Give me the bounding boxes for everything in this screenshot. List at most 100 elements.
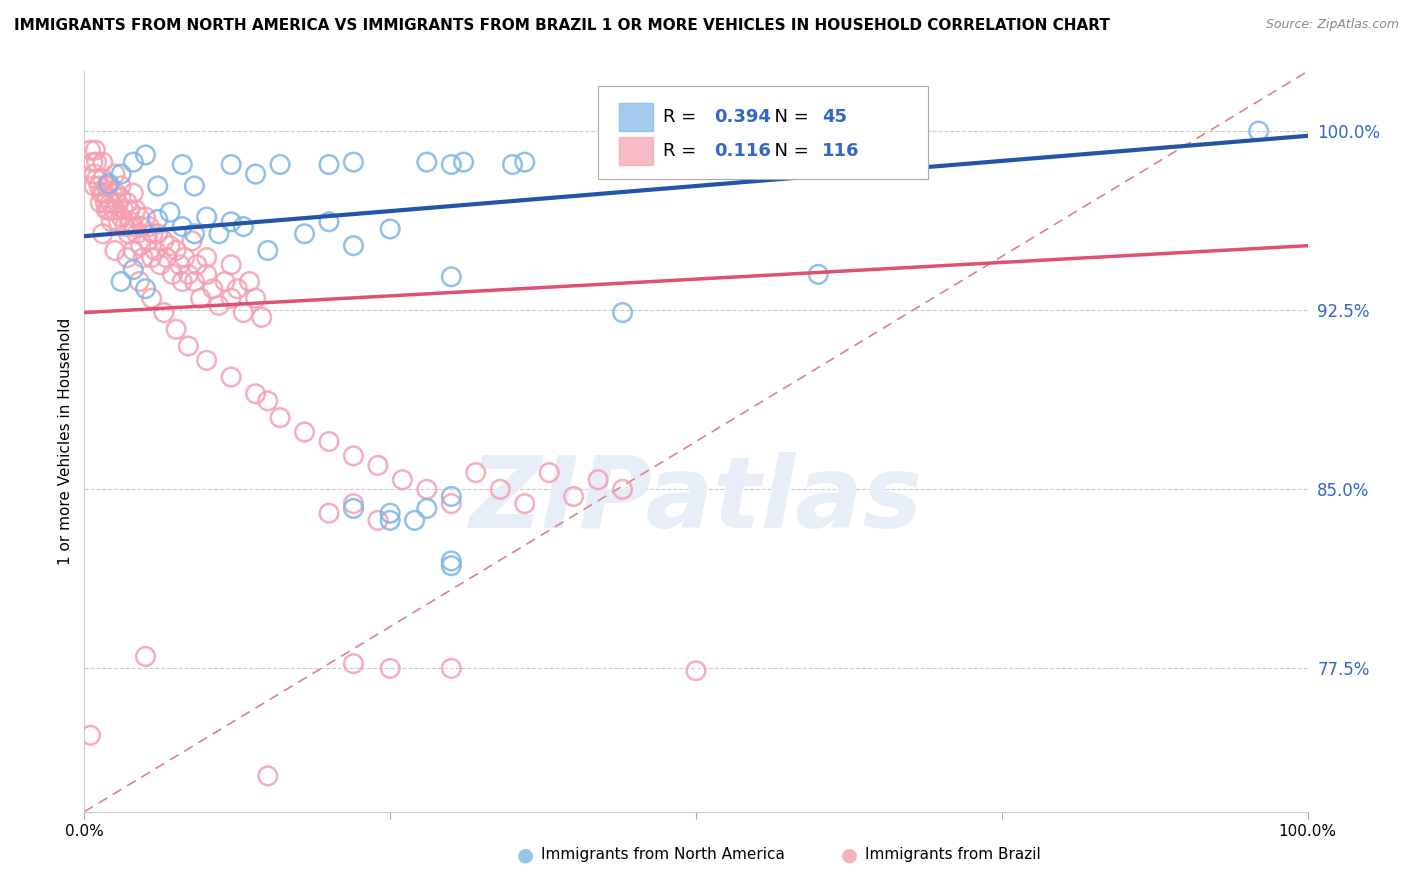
Point [208,227,231,241]
Point [83,167,105,181]
Point [416,155,439,169]
Text: 45: 45 [823,108,846,126]
Point [128,210,150,224]
Text: ●: ● [517,845,534,864]
Point [118,202,141,217]
Point [294,425,316,439]
Point [122,262,145,277]
Point [440,554,463,568]
Point [122,186,145,201]
Point [122,244,145,258]
Point [169,258,191,272]
Point [146,179,169,194]
Point [612,483,634,497]
Point [416,501,439,516]
Point [489,483,512,497]
Point [112,202,135,217]
Point [117,227,139,241]
Point [177,268,200,282]
Point [226,282,249,296]
Point [586,473,609,487]
Point [380,513,402,527]
Point [219,370,242,384]
Point [146,227,169,241]
Text: 116: 116 [823,142,859,161]
Text: N =: N = [763,142,814,161]
Point [342,449,364,463]
Point [86,171,108,186]
Point [125,227,148,241]
Point [143,244,166,258]
Point [172,157,194,171]
Point [110,275,132,289]
Point [181,234,204,248]
Point [122,219,145,234]
Point [91,155,114,169]
Point [115,251,138,265]
Point [367,458,389,473]
Text: N =: N = [763,108,814,126]
Point [245,386,267,401]
Point [190,291,212,305]
Point [538,466,561,480]
Point [105,186,128,201]
Point [342,155,364,169]
Point [132,251,155,265]
Text: R =: R = [664,108,702,126]
Text: Source: ZipAtlas.com: Source: ZipAtlas.com [1265,18,1399,31]
Point [141,251,163,265]
FancyBboxPatch shape [598,87,928,178]
Point [1247,124,1270,138]
Point [318,215,340,229]
Point [183,275,205,289]
Bar [619,103,654,131]
Point [159,238,181,252]
Point [391,473,413,487]
Point [165,244,187,258]
Text: 0.116: 0.116 [714,142,772,161]
Point [97,177,120,191]
Point [104,167,127,181]
Point [94,195,117,210]
Point [79,728,101,742]
Point [93,186,115,201]
Point [97,179,120,194]
Point [136,234,159,248]
Point [100,215,122,229]
Point [96,179,118,194]
Point [104,202,127,217]
Point [159,205,181,219]
Point [97,202,120,217]
Point [165,322,187,336]
Point [245,291,267,305]
Point [131,219,153,234]
Point [269,157,291,171]
Point [91,227,114,241]
Point [89,195,111,210]
Point [404,513,426,527]
Point [146,212,169,227]
Point [98,195,121,210]
Point [440,490,463,504]
Point [110,191,132,205]
Point [141,291,163,305]
Point [195,353,218,368]
Point [342,497,364,511]
Point [122,155,145,169]
Point [513,155,536,169]
Text: ●: ● [841,845,858,864]
Point [195,251,218,265]
Point [105,195,128,210]
Point [367,513,389,527]
Y-axis label: 1 or more Vehicles in Household: 1 or more Vehicles in Household [58,318,73,566]
Point [257,769,280,783]
Point [513,497,536,511]
Point [245,167,267,181]
Point [464,466,486,480]
Point [128,275,150,289]
Point [110,167,132,181]
Point [172,275,194,289]
Point [153,234,176,248]
Point [90,186,112,201]
Point [162,268,184,282]
